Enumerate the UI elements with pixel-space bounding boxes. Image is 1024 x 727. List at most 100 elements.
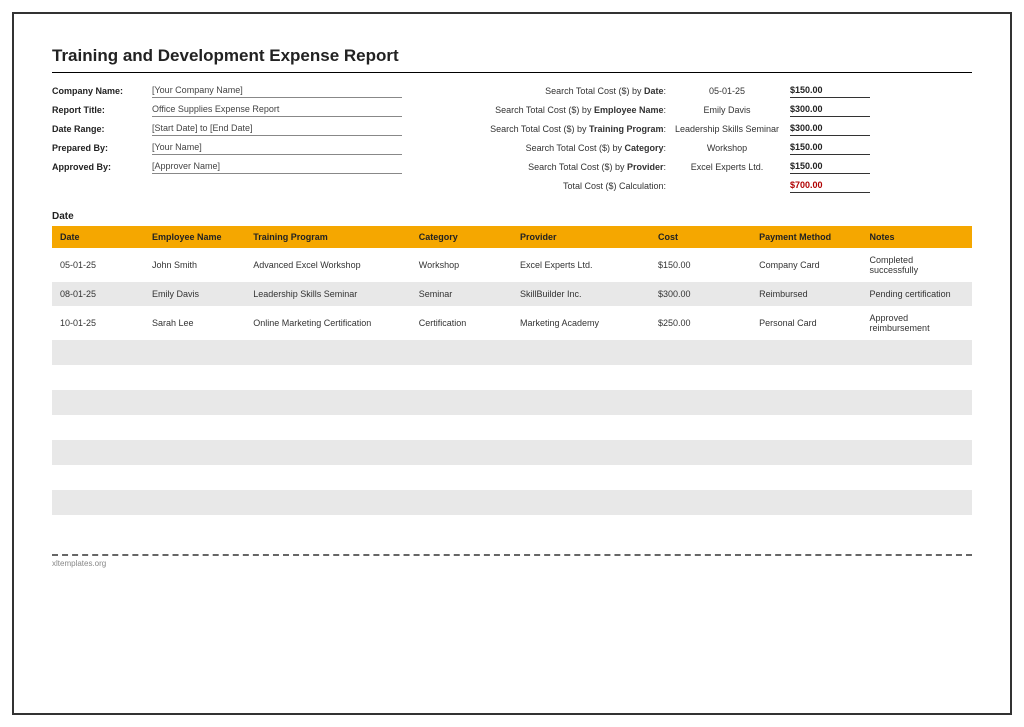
table-cell-empty — [144, 365, 245, 390]
table-cell: $250.00 — [650, 306, 751, 340]
table-cell-empty — [144, 440, 245, 465]
table-cell-empty — [650, 390, 751, 415]
table-cell-empty — [862, 465, 972, 490]
table-cell: Seminar — [411, 282, 512, 306]
table-cell-empty — [245, 465, 411, 490]
field-value[interactable]: [Your Company Name] — [152, 83, 402, 98]
table-cell-empty — [144, 390, 245, 415]
search-input[interactable]: Excel Experts Ltd. — [672, 161, 782, 173]
search-input[interactable]: Emily Davis — [672, 104, 782, 116]
table-cell-empty — [52, 515, 144, 540]
table-cell-empty — [411, 465, 512, 490]
table-cell-empty — [751, 490, 861, 515]
table-header-cell: Employee Name — [144, 226, 245, 248]
search-row: Search Total Cost ($) by Provider:Excel … — [432, 159, 972, 174]
table-cell-empty — [650, 515, 751, 540]
table-cell-empty — [512, 465, 650, 490]
table-cell: Online Marketing Certification — [245, 306, 411, 340]
table-cell-empty — [751, 365, 861, 390]
search-input[interactable]: Workshop — [672, 142, 782, 154]
table-cell: Sarah Lee — [144, 306, 245, 340]
table-cell-empty — [862, 515, 972, 540]
table-cell-empty — [52, 340, 144, 365]
search-row: Search Total Cost ($) by Training Progra… — [432, 121, 972, 136]
field-label: Approved By: — [52, 162, 152, 172]
table-body: 05-01-25John SmithAdvanced Excel Worksho… — [52, 248, 972, 540]
table-cell-empty — [52, 415, 144, 440]
table-cell: Advanced Excel Workshop — [245, 248, 411, 282]
table-cell-empty — [411, 440, 512, 465]
total-row: Total Cost ($) Calculation:$700.00 — [432, 178, 972, 193]
table-cell-empty — [650, 365, 751, 390]
table-row-empty — [52, 465, 972, 490]
table-cell-empty — [245, 365, 411, 390]
table-row: 10-01-25Sarah LeeOnline Marketing Certif… — [52, 306, 972, 340]
table-cell-empty — [650, 440, 751, 465]
left-fields: Company Name:[Your Company Name]Report T… — [52, 83, 402, 197]
search-input[interactable]: Leadership Skills Seminar — [672, 123, 782, 135]
table-cell-empty — [512, 365, 650, 390]
section-label: Date — [52, 211, 972, 222]
table-row-empty — [52, 415, 972, 440]
table-cell-empty — [411, 515, 512, 540]
outer-frame: Training and Development Expense Report … — [12, 12, 1012, 715]
table-cell: John Smith — [144, 248, 245, 282]
table-cell-empty — [751, 415, 861, 440]
right-fields: Search Total Cost ($) by Date:05-01-25$1… — [432, 83, 972, 197]
table-cell-empty — [52, 390, 144, 415]
table-cell-empty — [144, 490, 245, 515]
table-cell-empty — [411, 365, 512, 390]
field-value[interactable]: [Your Name] — [152, 140, 402, 155]
table-header-cell: Training Program — [245, 226, 411, 248]
table-row: 08-01-25Emily DavisLeadership Skills Sem… — [52, 282, 972, 306]
search-result: $300.00 — [790, 121, 870, 136]
table-header-cell: Payment Method — [751, 226, 861, 248]
table-cell: $150.00 — [650, 248, 751, 282]
search-label: Search Total Cost ($) by Training Progra… — [432, 124, 672, 134]
expense-table: DateEmployee NameTraining ProgramCategor… — [52, 226, 972, 540]
table-cell-empty — [245, 340, 411, 365]
field-row: Company Name:[Your Company Name] — [52, 83, 402, 98]
table-cell-empty — [512, 440, 650, 465]
table-cell: $300.00 — [650, 282, 751, 306]
table-row-empty — [52, 440, 972, 465]
field-value[interactable]: [Start Date] to [End Date] — [152, 121, 402, 136]
table-row-empty — [52, 515, 972, 540]
table-cell: Excel Experts Ltd. — [512, 248, 650, 282]
table-cell-empty — [245, 490, 411, 515]
table-cell-empty — [144, 515, 245, 540]
table-cell-empty — [245, 440, 411, 465]
table-cell: Completed successfully — [862, 248, 972, 282]
table-cell-empty — [751, 465, 861, 490]
table-cell: SkillBuilder Inc. — [512, 282, 650, 306]
total-spacer — [672, 185, 782, 187]
total-value: $700.00 — [790, 178, 870, 193]
report-page: Training and Development Expense Report … — [22, 22, 1002, 705]
search-input[interactable]: 05-01-25 — [672, 85, 782, 97]
table-cell-empty — [751, 390, 861, 415]
header-area: Company Name:[Your Company Name]Report T… — [52, 83, 972, 197]
table-cell-empty — [862, 490, 972, 515]
table-cell-empty — [512, 390, 650, 415]
table-cell: Certification — [411, 306, 512, 340]
field-label: Report Title: — [52, 105, 152, 115]
table-header-cell: Notes — [862, 226, 972, 248]
table-cell-empty — [650, 490, 751, 515]
table-cell: Company Card — [751, 248, 861, 282]
search-row: Search Total Cost ($) by Category:Worksh… — [432, 140, 972, 155]
table-cell-empty — [52, 465, 144, 490]
table-cell-empty — [862, 365, 972, 390]
search-label: Search Total Cost ($) by Provider: — [432, 162, 672, 172]
field-value[interactable]: [Approver Name] — [152, 159, 402, 174]
field-label: Date Range: — [52, 124, 152, 134]
table-cell: 10-01-25 — [52, 306, 144, 340]
field-label: Company Name: — [52, 86, 152, 96]
table-header-cell: Date — [52, 226, 144, 248]
field-row: Report Title:Office Supplies Expense Rep… — [52, 102, 402, 117]
table-cell-empty — [245, 515, 411, 540]
table-cell-empty — [144, 340, 245, 365]
search-label: Search Total Cost ($) by Category: — [432, 143, 672, 153]
table-header-cell: Cost — [650, 226, 751, 248]
field-value[interactable]: Office Supplies Expense Report — [152, 102, 402, 117]
table-cell: Marketing Academy — [512, 306, 650, 340]
